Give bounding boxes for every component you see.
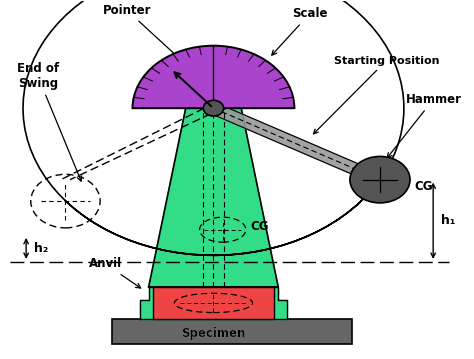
Wedge shape: [133, 46, 294, 108]
Circle shape: [203, 101, 224, 116]
Text: Anvil: Anvil: [89, 257, 141, 288]
Bar: [112, 319, 352, 344]
Text: h₁: h₁: [441, 214, 456, 227]
Polygon shape: [149, 108, 278, 287]
Text: End of
Swing: End of Swing: [17, 62, 82, 181]
Circle shape: [350, 157, 410, 203]
Text: Specimen: Specimen: [181, 327, 246, 340]
Text: Scale: Scale: [272, 7, 328, 55]
Polygon shape: [140, 287, 287, 319]
Polygon shape: [210, 103, 383, 185]
Text: h₂: h₂: [35, 242, 49, 255]
Text: CG: CG: [415, 180, 433, 193]
Text: Pointer: Pointer: [102, 4, 178, 57]
Text: Hammer: Hammer: [387, 93, 461, 158]
Text: Specimen: Specimen: [181, 327, 246, 340]
Text: Starting Position: Starting Position: [313, 56, 439, 134]
Text: CG: CG: [250, 220, 269, 233]
Bar: [153, 287, 273, 319]
